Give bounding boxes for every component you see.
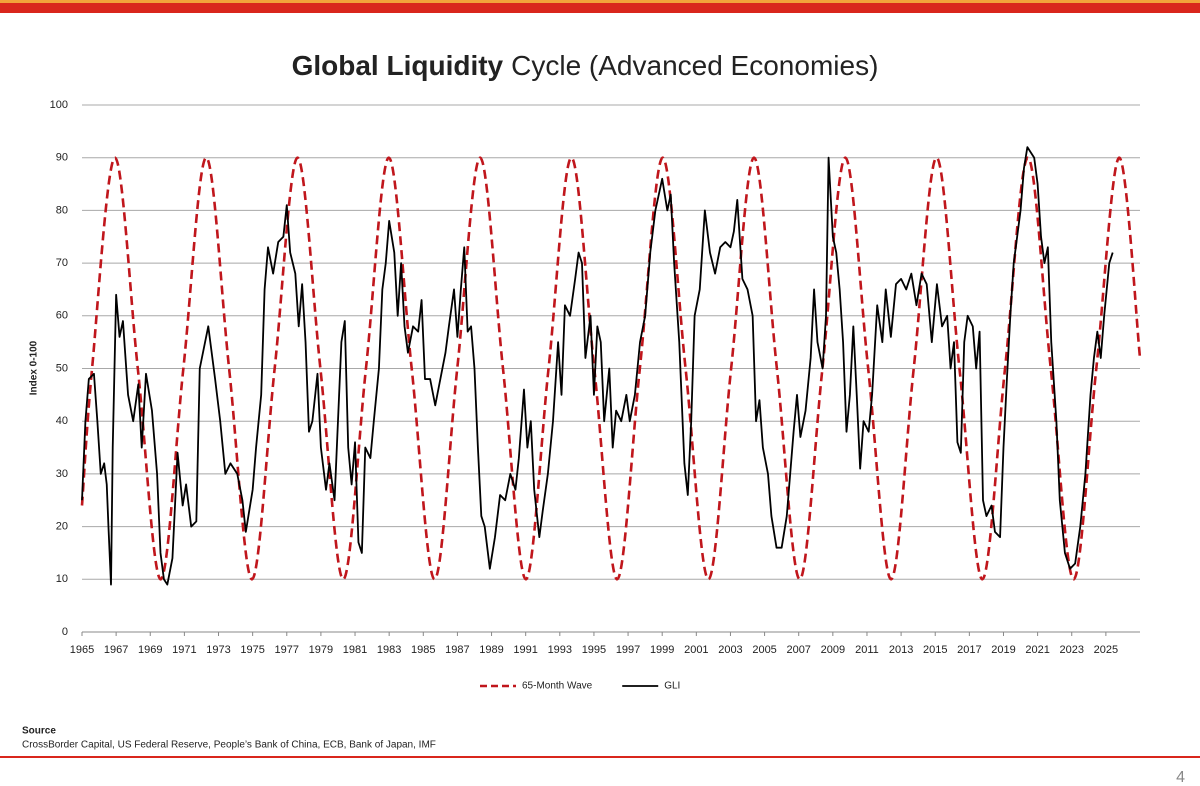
- series-line: [81, 146, 1114, 586]
- legend-label: GLI: [664, 681, 680, 692]
- chart-title: Global Liquidity Cycle (Advanced Economie…: [292, 50, 879, 81]
- top-bar-highlight: [0, 0, 1200, 3]
- bottom-rule: [0, 756, 1200, 758]
- x-tick-label: 1969: [138, 644, 162, 656]
- y-tick-label: 100: [50, 99, 68, 111]
- x-tick-label: 2021: [1025, 644, 1049, 656]
- title-regular: Cycle (Advanced Economies): [511, 50, 878, 81]
- x-tick-label: 2013: [889, 644, 913, 656]
- y-tick-label: 80: [56, 204, 68, 216]
- x-tick-label: 1993: [548, 644, 572, 656]
- legend-label: 65-Month Wave: [522, 681, 593, 692]
- y-tick-label: 70: [56, 257, 68, 269]
- x-tick-label: 2003: [718, 644, 742, 656]
- x-tick-label: 1999: [650, 644, 674, 656]
- title-bold: Global Liquidity: [292, 50, 504, 81]
- x-tick-label: 1973: [206, 644, 230, 656]
- y-tick-label: 20: [56, 521, 68, 533]
- x-tick-label: 2007: [786, 644, 810, 656]
- page-number: 4: [1176, 769, 1185, 786]
- x-tick-label: 2017: [957, 644, 981, 656]
- y-tick-label: 40: [56, 415, 68, 427]
- y-tick-label: 90: [56, 152, 68, 164]
- x-tick-label: 2009: [821, 644, 845, 656]
- plot: [80, 146, 1142, 586]
- y-tick-label: 30: [56, 468, 68, 480]
- x-tick-label: 2005: [752, 644, 776, 656]
- x-tick-label: 1987: [445, 644, 469, 656]
- x-tick-label: 1975: [240, 644, 264, 656]
- x-tick-label: 2011: [855, 644, 879, 656]
- source-heading: Source: [22, 726, 56, 737]
- x-tick-label: 1995: [582, 644, 606, 656]
- y-tick-label: 60: [56, 310, 68, 322]
- y-tick-label: 0: [62, 626, 68, 638]
- y-tick-label: 50: [56, 362, 68, 374]
- x-tick-label: 1991: [513, 644, 537, 656]
- y-axis-label: Index 0-100: [29, 340, 40, 395]
- x-tick-label: 2023: [1059, 644, 1083, 656]
- x-tick-label: 1989: [479, 644, 503, 656]
- x-tick-label: 1967: [104, 644, 128, 656]
- x-tick-label: 1983: [377, 644, 401, 656]
- legend: 65-Month Wave GLI: [480, 681, 680, 692]
- x-tick-label: 1981: [343, 644, 367, 656]
- x-tick-label: 1985: [411, 644, 435, 656]
- source-text: CrossBorder Capital, US Federal Reserve,…: [22, 740, 436, 751]
- x-tick-label: 2015: [923, 644, 947, 656]
- x-tick-label: 1977: [275, 644, 299, 656]
- top-bar: [0, 3, 1200, 13]
- series-line: [80, 156, 1142, 581]
- x-tick-label: 2019: [991, 644, 1015, 656]
- x-tick-label: 2025: [1094, 644, 1118, 656]
- y-tick-label: 10: [56, 573, 68, 585]
- x-tick-label: 1971: [172, 644, 196, 656]
- x-tick-label: 2001: [684, 644, 708, 656]
- x-tick-label: 1997: [616, 644, 640, 656]
- x-tick-label: 1979: [309, 644, 333, 656]
- x-tick-label: 1965: [70, 644, 94, 656]
